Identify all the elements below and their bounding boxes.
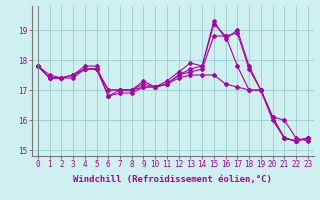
X-axis label: Windchill (Refroidissement éolien,°C): Windchill (Refroidissement éolien,°C) [73, 175, 272, 184]
